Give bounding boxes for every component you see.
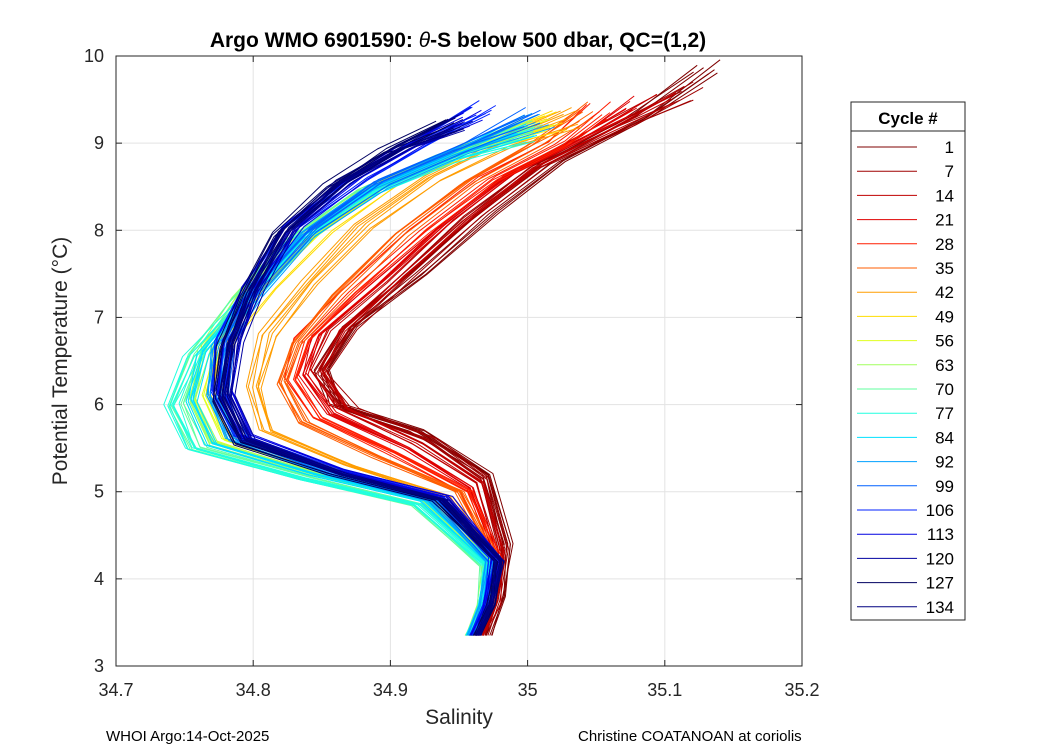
legend-label: 42	[935, 283, 954, 302]
legend: Cycle # 17142128354249566370778492991061…	[850, 101, 966, 621]
x-tick-label: 34.7	[98, 680, 133, 700]
series-line	[206, 115, 534, 636]
series-line	[190, 123, 527, 636]
series-line	[294, 112, 611, 636]
legend-label: 120	[926, 549, 954, 568]
series-line	[328, 59, 721, 636]
series-line	[327, 72, 718, 636]
legend-label: 99	[935, 477, 954, 496]
legend-label: 1	[945, 138, 954, 157]
series-line	[224, 131, 498, 636]
series-line	[223, 126, 502, 636]
legend-label: 49	[935, 307, 954, 326]
x-axis-ticks: 34.7 34.8 34.9 35 35.1 35.2	[98, 56, 820, 700]
x-tick-label: 35.2	[784, 680, 819, 700]
legend-label: 77	[935, 404, 954, 423]
data-curves	[163, 59, 721, 636]
plot-frame	[115, 55, 803, 667]
series-line	[168, 139, 520, 636]
y-axis-ticks: 3 4 5 6 7 8 9 10	[84, 46, 802, 676]
legend-label: 21	[935, 211, 954, 230]
footer-right: Christine COATANOAN at coriolis	[578, 728, 802, 745]
legend-label: 84	[935, 428, 954, 447]
series-line	[320, 98, 672, 636]
y-axis-label: Potential Temperature (°C)	[49, 237, 72, 485]
y-tick-label: 8	[94, 220, 104, 240]
legend-label: 63	[935, 356, 954, 375]
series-134	[218, 114, 505, 636]
y-tick-label: 9	[94, 133, 104, 153]
legend-label: 14	[935, 186, 954, 205]
y-tick-label: 10	[84, 46, 104, 66]
legend-label: 70	[935, 380, 954, 399]
legend-label: 28	[935, 235, 954, 254]
legend-label: 35	[935, 259, 954, 278]
x-tick-label: 35.1	[647, 680, 682, 700]
legend-title: Cycle #	[878, 109, 938, 128]
legend-box	[850, 101, 966, 621]
legend-label: 106	[926, 501, 954, 520]
series-line	[216, 126, 525, 636]
x-tick-label: 34.9	[373, 680, 408, 700]
series-line	[212, 130, 498, 636]
legend-label: 113	[927, 525, 954, 544]
chart-title: Argo WMO 6901590: θ-S below 500 dbar, QC…	[210, 29, 706, 52]
legend-label: 127	[926, 574, 954, 593]
y-tick-label: 3	[94, 656, 104, 676]
x-tick-label: 35	[518, 680, 538, 700]
footer-left: WHOI Argo:14-Oct-2025	[106, 728, 269, 745]
x-tick-label: 34.8	[236, 680, 271, 700]
y-tick-label: 6	[94, 395, 104, 415]
series-line	[320, 99, 694, 636]
legend-items: 1 7 14 21 28 35 42 49 56 63 70 77 84 92 99 106 113 120 127…	[857, 138, 954, 617]
legend-label: 92	[935, 453, 954, 472]
legend-label: 7	[945, 162, 954, 181]
series-line	[226, 127, 505, 636]
y-tick-label: 4	[94, 569, 104, 589]
x-axis-label: Salinity	[425, 706, 493, 729]
y-tick-label: 5	[94, 482, 104, 502]
legend-label: 134	[926, 598, 954, 617]
legend-label: 56	[935, 332, 954, 351]
y-tick-label: 7	[94, 307, 104, 327]
series-line	[322, 102, 674, 636]
series-line	[218, 131, 496, 636]
series-line	[221, 127, 501, 636]
series-line	[318, 94, 672, 636]
